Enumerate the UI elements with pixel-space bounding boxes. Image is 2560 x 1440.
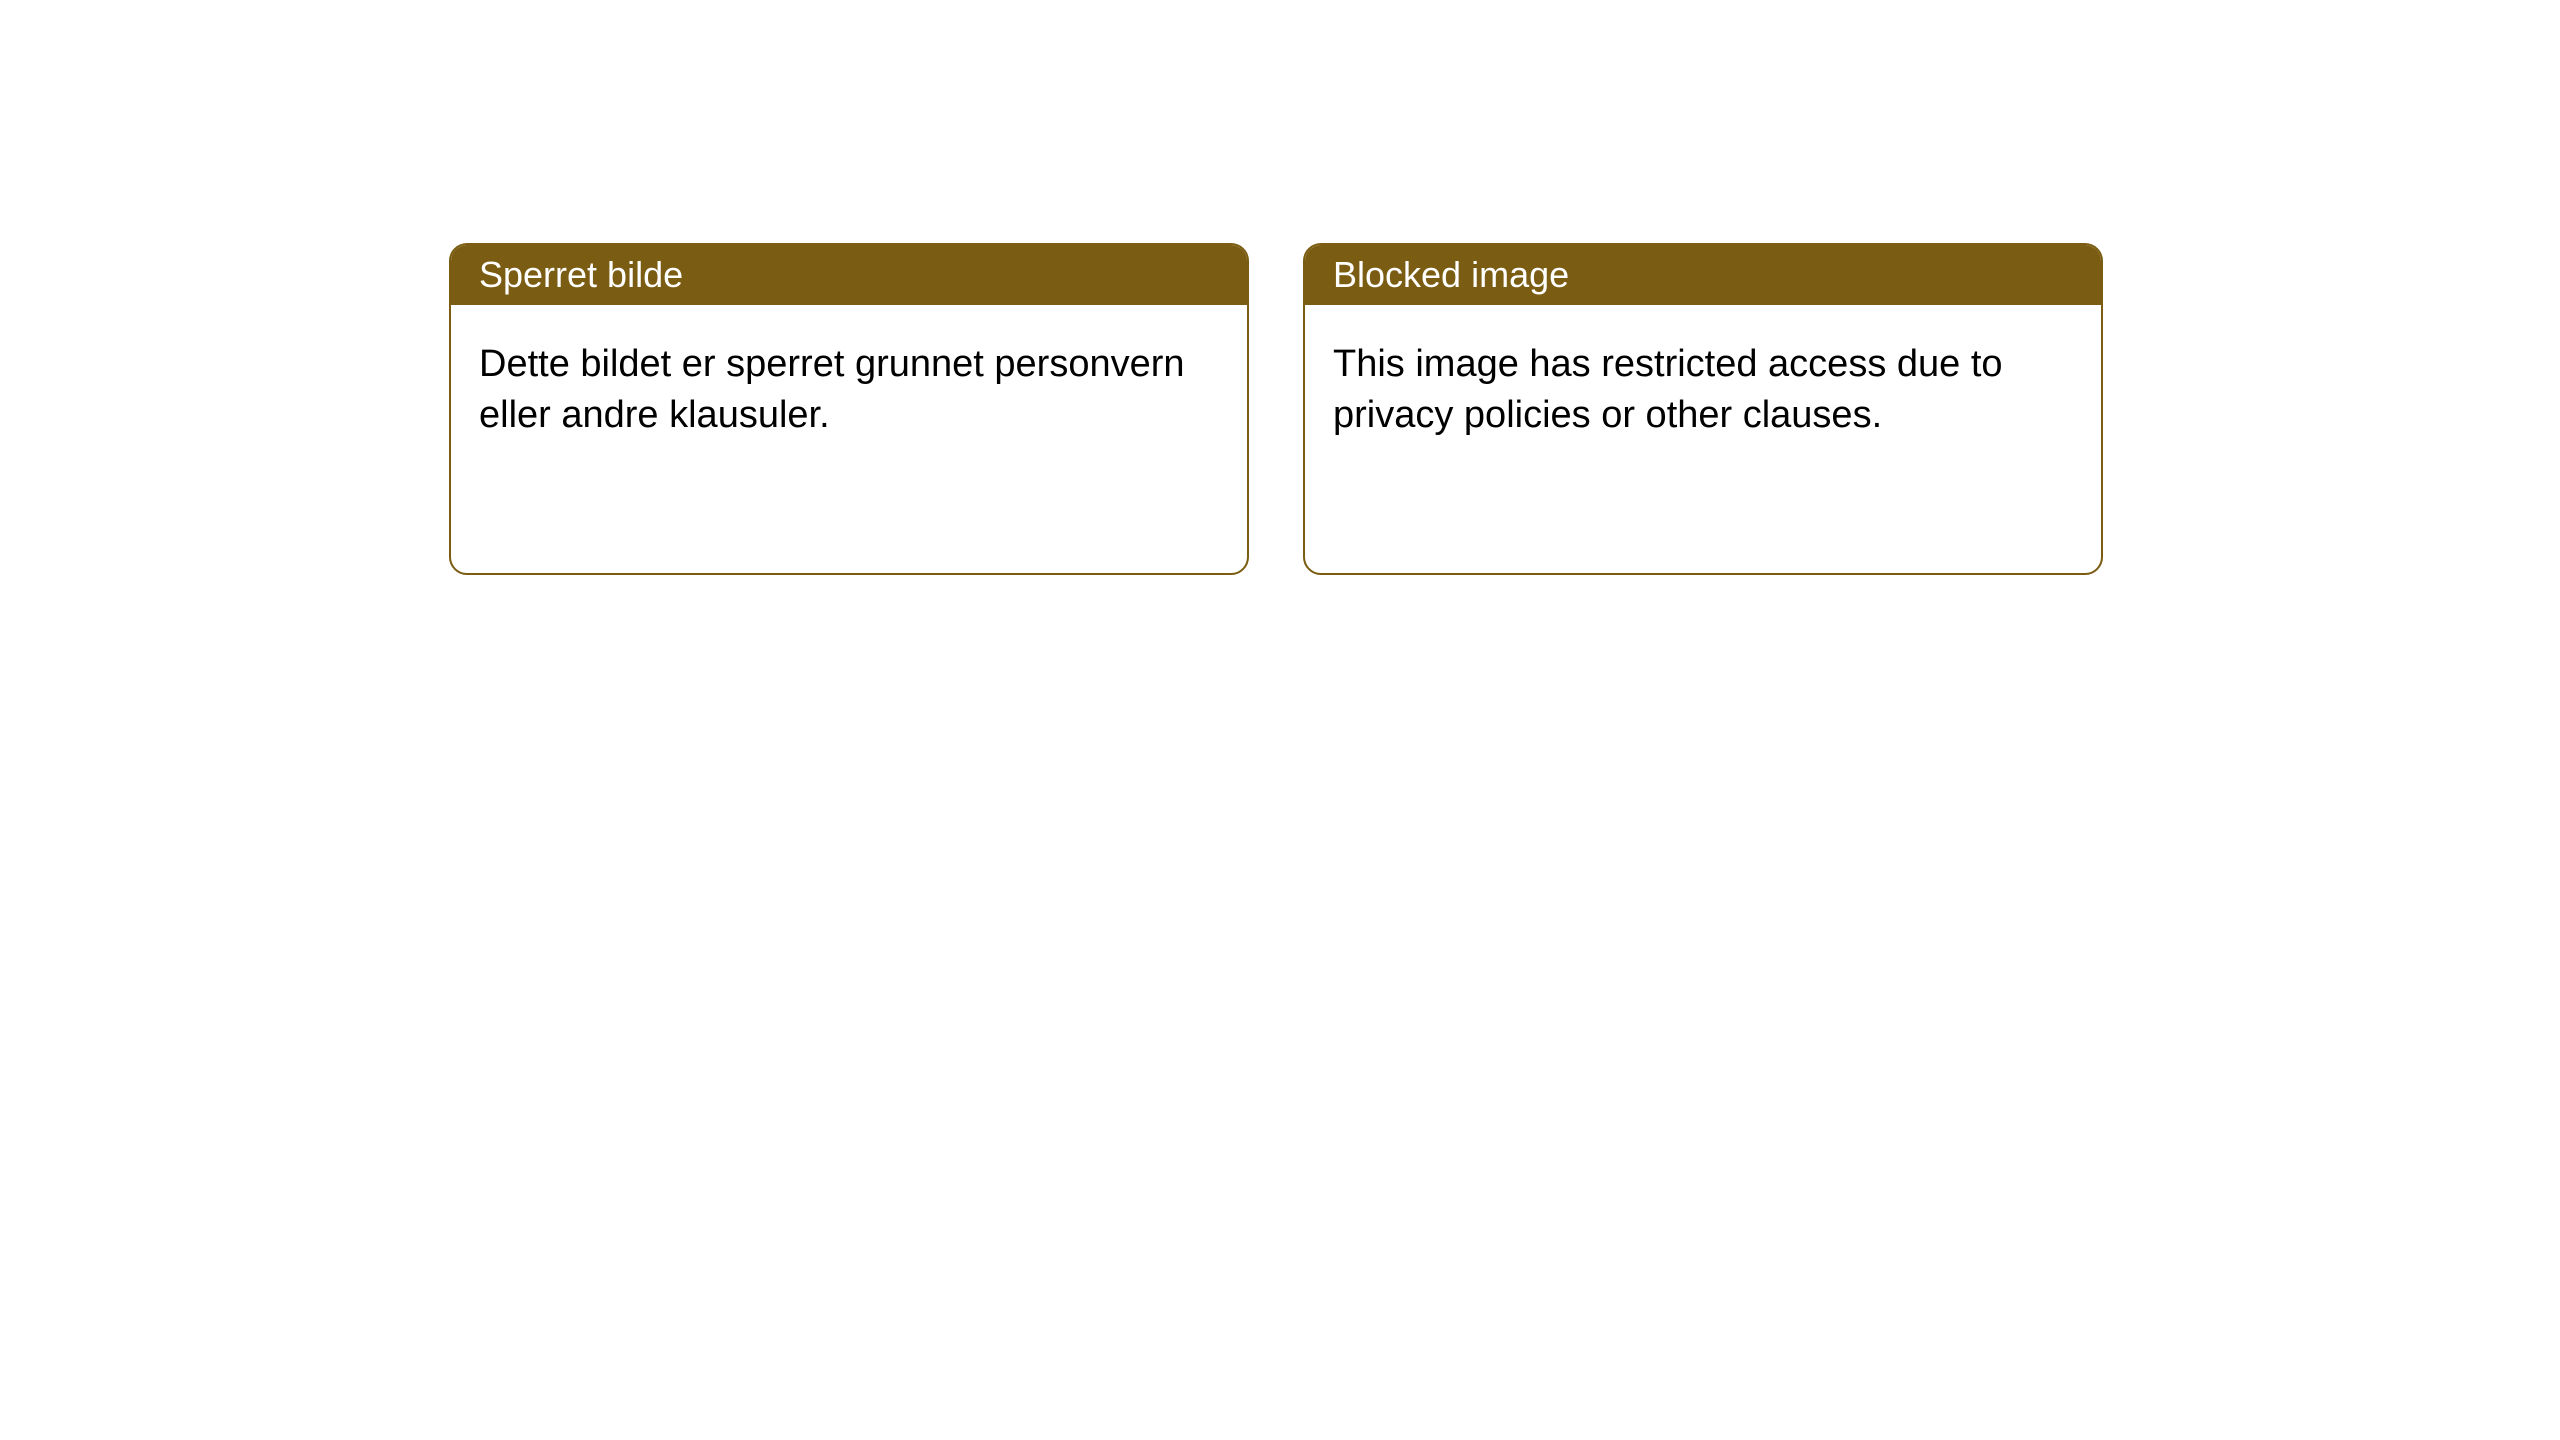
notice-header: Blocked image [1305, 245, 2101, 305]
notice-header: Sperret bilde [451, 245, 1247, 305]
notice-body: This image has restricted access due to … [1305, 305, 2101, 476]
notice-body: Dette bildet er sperret grunnet personve… [451, 305, 1247, 476]
notice-container: Sperret bilde Dette bildet er sperret gr… [449, 243, 2103, 575]
notice-box-norwegian: Sperret bilde Dette bildet er sperret gr… [449, 243, 1249, 575]
notice-box-english: Blocked image This image has restricted … [1303, 243, 2103, 575]
